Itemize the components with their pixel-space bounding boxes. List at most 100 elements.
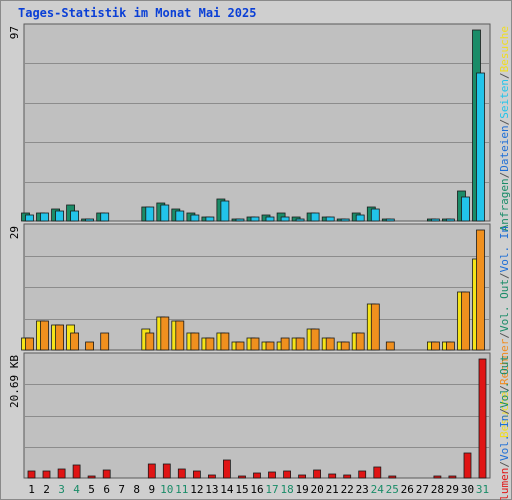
- bar-dateien-day-21: [325, 216, 335, 222]
- day-label-9: 9: [148, 483, 155, 496]
- legend-entry: Vol. In: [498, 226, 511, 272]
- bar-dateien-day-3: [55, 210, 64, 222]
- bar-rechner-day-12: [190, 332, 200, 351]
- ymax-label-mid: 29: [8, 226, 21, 239]
- day-label-13: 13: [205, 483, 218, 496]
- bar-volumen-day-15: [238, 475, 246, 479]
- bar-dateien-day-9: [145, 206, 155, 222]
- bar-dateien-day-30: [461, 196, 470, 222]
- bar-rechner-day-28: [430, 341, 440, 351]
- day-label-20: 20: [310, 483, 323, 496]
- bar-dateien-day-2: [40, 212, 49, 222]
- bar-dateien-day-12: [190, 214, 200, 222]
- legend-entry: Besuche: [498, 26, 511, 72]
- bar-volumen-day-13: [207, 474, 216, 479]
- bar-rechner-day-10: [160, 316, 170, 351]
- bar-rechner-day-15: [235, 341, 245, 351]
- day-label-23: 23: [356, 483, 369, 496]
- bar-rechner-day-22: [340, 341, 350, 351]
- bar-rechner-day-11: [175, 320, 185, 351]
- day-label-3: 3: [58, 483, 65, 496]
- day-label-10: 10: [160, 483, 173, 496]
- bar-rechner-day-13: [205, 337, 215, 351]
- legend-entry: /: [498, 272, 511, 279]
- bar-rechner-day-17: [265, 341, 275, 351]
- legend-entry: /: [498, 72, 511, 79]
- day-label-26: 26: [401, 483, 414, 496]
- bar-dateien-day-14: [220, 200, 230, 222]
- day-label-19: 19: [295, 483, 308, 496]
- day-label-5: 5: [88, 483, 95, 496]
- day-label-24: 24: [371, 483, 385, 496]
- bar-volumen-day-20: [313, 469, 322, 479]
- bar-volumen-day-2: [42, 470, 51, 479]
- legend-entry: Besuche: [498, 392, 511, 438]
- bar-volumen-day-12: [192, 470, 201, 479]
- bar-rechner-day-9: [145, 332, 155, 351]
- bar-rechner-day-20: [310, 328, 320, 351]
- legend-entry: /: [498, 332, 511, 339]
- bar-volumen-day-19: [298, 474, 307, 479]
- bar-dateien-day-18: [280, 216, 290, 222]
- ymax-label-bottom: 20.69 KB: [8, 355, 21, 408]
- legend-entry: Seiten: [498, 79, 511, 119]
- day-label-11: 11: [175, 483, 188, 496]
- bar-dateien-day-28: [430, 218, 440, 222]
- legend-entry: Dateien: [498, 125, 511, 171]
- bar-volumen-day-28: [433, 475, 442, 479]
- day-label-21: 21: [326, 483, 339, 496]
- bar-rechner-day-14: [220, 332, 230, 351]
- bar-volumen-day-25: [388, 475, 397, 479]
- bar-dateien-day-22: [340, 218, 350, 222]
- legend-entry: Vol. Out: [498, 279, 511, 332]
- bar-dateien-day-11: [175, 210, 185, 222]
- bar-volumen-day-6: [102, 469, 111, 479]
- bar-volumen-day-11: [177, 468, 186, 479]
- bar-volumen-day-18: [283, 470, 292, 479]
- bar-volumen-day-30: [463, 452, 472, 479]
- bar-rechner-day-30: [461, 291, 470, 351]
- panel-top: [23, 23, 491, 222]
- bar-volumen-day-16: [253, 472, 261, 479]
- bar-volumen-day-5: [87, 475, 96, 479]
- day-label-7: 7: [118, 483, 125, 496]
- legend-mid: Besuche/Rechner/Vol. Out/Vol. In: [498, 226, 511, 438]
- legend-top: Anfragen/Dateien/Seiten/Besuche: [498, 26, 511, 231]
- bar-dateien-day-20: [310, 212, 320, 222]
- bar-dateien-day-4: [70, 210, 79, 222]
- bar-dateien-day-6: [100, 212, 110, 222]
- bar-rechner-day-19: [295, 337, 305, 351]
- bar-rechner-day-2: [40, 320, 49, 351]
- bar-rechner-day-5: [85, 341, 94, 351]
- day-label-27: 27: [416, 483, 429, 496]
- bar-volumen-day-29: [448, 475, 457, 479]
- bar-volumen-day-14: [222, 459, 231, 479]
- day-label-2: 2: [43, 483, 50, 496]
- day-label-1: 1: [28, 483, 35, 496]
- day-label-18: 18: [280, 483, 293, 496]
- chart-title: Tages-Statistik im Monat Mai 2025: [18, 6, 257, 20]
- bar-volumen-day-9: [147, 463, 156, 479]
- day-label-15: 15: [235, 483, 248, 496]
- day-label-25: 25: [386, 483, 399, 496]
- day-label-6: 6: [103, 483, 110, 496]
- day-label-22: 22: [341, 483, 354, 496]
- day-label-8: 8: [133, 483, 140, 496]
- legend-entry: /: [498, 119, 511, 126]
- legend-entry: /: [498, 408, 511, 415]
- bar-dateien-day-10: [160, 204, 170, 222]
- day-label-29: 29: [446, 483, 459, 496]
- bar-rechner-day-1: [25, 337, 34, 351]
- bar-dateien-day-23: [355, 214, 365, 222]
- bar-rechner-day-25: [385, 341, 395, 351]
- day-label-17: 17: [265, 483, 278, 496]
- legend-bottom: Volumen/Vol. In/Vol. Out: [498, 355, 511, 500]
- legend-entry: /: [498, 461, 511, 468]
- day-label-12: 12: [190, 483, 203, 496]
- bar-rechner-day-31: [476, 229, 485, 351]
- bar-volumen-day-4: [72, 464, 81, 479]
- bar-rechner-day-4: [70, 332, 79, 351]
- bar-volumen-day-23: [358, 470, 367, 479]
- legend-entry: /: [498, 385, 511, 392]
- bar-volumen-day-1: [27, 470, 36, 479]
